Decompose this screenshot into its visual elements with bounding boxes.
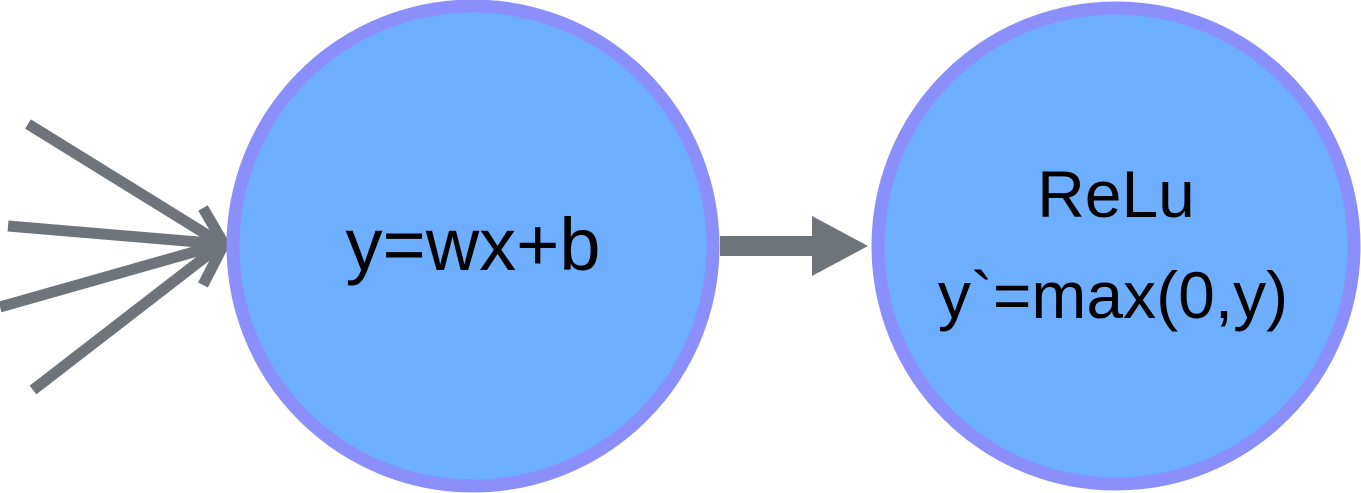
connection-arrowhead (812, 216, 868, 276)
input-line-4 (29, 239, 226, 395)
input-line-3 (0, 238, 224, 313)
linear-node (226, 0, 720, 493)
connection-arrow (720, 216, 868, 276)
linear-node-label: y=wx+b (345, 203, 600, 286)
relu-node-formula: y`=max(0,y) (938, 258, 1288, 332)
input-line-2 (7, 220, 223, 250)
input-arrowhead (198, 205, 231, 288)
input-line-1 (25, 119, 225, 249)
input-arrows (0, 119, 231, 395)
relu-node (871, 1, 1361, 491)
relu-node-title: ReLu (1037, 157, 1195, 231)
